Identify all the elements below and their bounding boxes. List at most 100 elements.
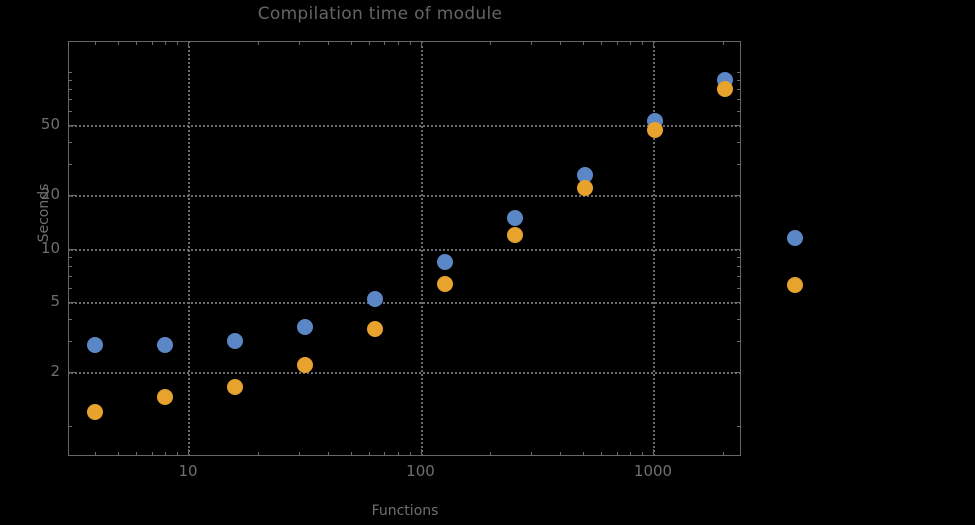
x-tick-major-top (188, 41, 189, 48)
y-tick-minor (68, 287, 72, 289)
x-tick-minor-top (151, 41, 153, 45)
data-point (577, 167, 594, 184)
y-tick-minor-right (737, 265, 741, 267)
y-tick-minor-right (737, 425, 741, 427)
y-tick-minor (68, 341, 72, 343)
y-tick-major-right (734, 372, 741, 374)
plot-frame (68, 41, 741, 456)
gridline-vertical (420, 41, 423, 456)
data-point (227, 333, 244, 350)
data-point (157, 337, 174, 354)
x-tick-minor-top (257, 41, 259, 45)
y-tick-minor (68, 319, 72, 321)
x-tick-minor-top (384, 41, 386, 45)
x-tick-minor-top (177, 41, 179, 45)
x-tick-minor (136, 452, 138, 456)
x-tick-minor (583, 452, 584, 456)
gridline-vertical (653, 41, 655, 456)
x-tick-minor (722, 452, 724, 456)
x-tick-minor (368, 452, 370, 456)
y-tick-minor-right (737, 319, 741, 321)
y-tick-label: 2 (50, 362, 60, 381)
x-tick-minor-top (298, 41, 300, 45)
x-tick-minor-top (350, 41, 352, 45)
y-tick-minor (68, 110, 72, 112)
gridline-vertical (188, 41, 190, 456)
x-tick-minor (151, 452, 153, 456)
y-tick-major-right (734, 195, 741, 197)
x-tick-minor (630, 452, 632, 456)
x-tick-minor (95, 452, 97, 456)
y-tick-minor (68, 88, 72, 90)
data-point (437, 276, 454, 293)
x-tick-minor (384, 452, 386, 456)
data-point (787, 277, 804, 294)
x-tick-minor-top (165, 41, 167, 45)
x-tick-minor (409, 452, 411, 456)
x-tick-minor-top (409, 41, 411, 45)
x-tick-minor (165, 452, 167, 456)
x-tick-minor-top (601, 41, 603, 45)
data-point (157, 389, 174, 406)
y-tick-minor-right (737, 79, 741, 81)
y-tick-minor (68, 99, 72, 101)
x-tick-minor (601, 452, 603, 456)
x-tick-label: 10 (178, 462, 198, 480)
y-tick-major-right (734, 248, 741, 250)
x-tick-minor-top (630, 41, 632, 45)
data-point (787, 229, 804, 246)
x-tick-minor (298, 452, 300, 456)
x-tick-minor (350, 452, 352, 456)
x-tick-minor (327, 452, 329, 456)
data-point (437, 254, 454, 271)
x-tick-label: 1000 (633, 462, 673, 480)
x-tick-minor (118, 452, 119, 456)
y-tick-minor (68, 276, 72, 278)
x-tick-minor-top (560, 41, 562, 45)
y-axis-title: Seconds (36, 183, 52, 243)
y-tick-minor (68, 425, 72, 427)
y-tick-minor-right (737, 110, 741, 112)
x-tick-minor (397, 452, 399, 456)
y-tick-minor-right (737, 71, 741, 73)
x-tick-minor (616, 452, 618, 456)
gridline-horizontal (68, 195, 741, 198)
y-tick-minor (68, 79, 72, 81)
y-tick-minor (68, 256, 72, 258)
data-point (647, 121, 664, 138)
y-tick-major (68, 195, 75, 197)
x-tick-minor (177, 452, 179, 456)
y-tick-minor (68, 265, 72, 267)
x-tick-minor-top (327, 41, 329, 45)
x-axis-title: Functions (371, 503, 439, 519)
y-tick-major-right (734, 302, 741, 303)
y-tick-minor-right (737, 256, 741, 258)
x-tick-major-top (653, 41, 654, 48)
x-tick-major-top (420, 41, 422, 48)
gridline-horizontal (68, 302, 741, 304)
data-point (367, 321, 384, 338)
x-tick-major (653, 449, 654, 456)
y-tick-label: 20 (40, 185, 60, 204)
x-tick-major (188, 449, 189, 456)
gridline-horizontal (68, 372, 741, 375)
y-tick-minor-right (737, 99, 741, 101)
x-tick-minor-top (118, 41, 119, 45)
x-tick-minor (531, 452, 533, 456)
y-tick-label: 50 (40, 115, 60, 133)
data-point (577, 180, 594, 197)
gridline-horizontal (68, 248, 741, 251)
x-tick-major (420, 449, 422, 456)
x-tick-minor-top (642, 41, 644, 45)
y-tick-minor-right (737, 164, 741, 166)
y-tick-major (68, 248, 75, 250)
x-tick-minor-top (531, 41, 533, 45)
chart-title: Compilation time of module (257, 4, 503, 24)
data-point (367, 290, 384, 307)
y-tick-minor (68, 164, 72, 166)
y-tick-minor (68, 142, 72, 144)
y-tick-major (68, 302, 75, 303)
data-point (717, 80, 734, 97)
gridline-horizontal (68, 125, 741, 127)
